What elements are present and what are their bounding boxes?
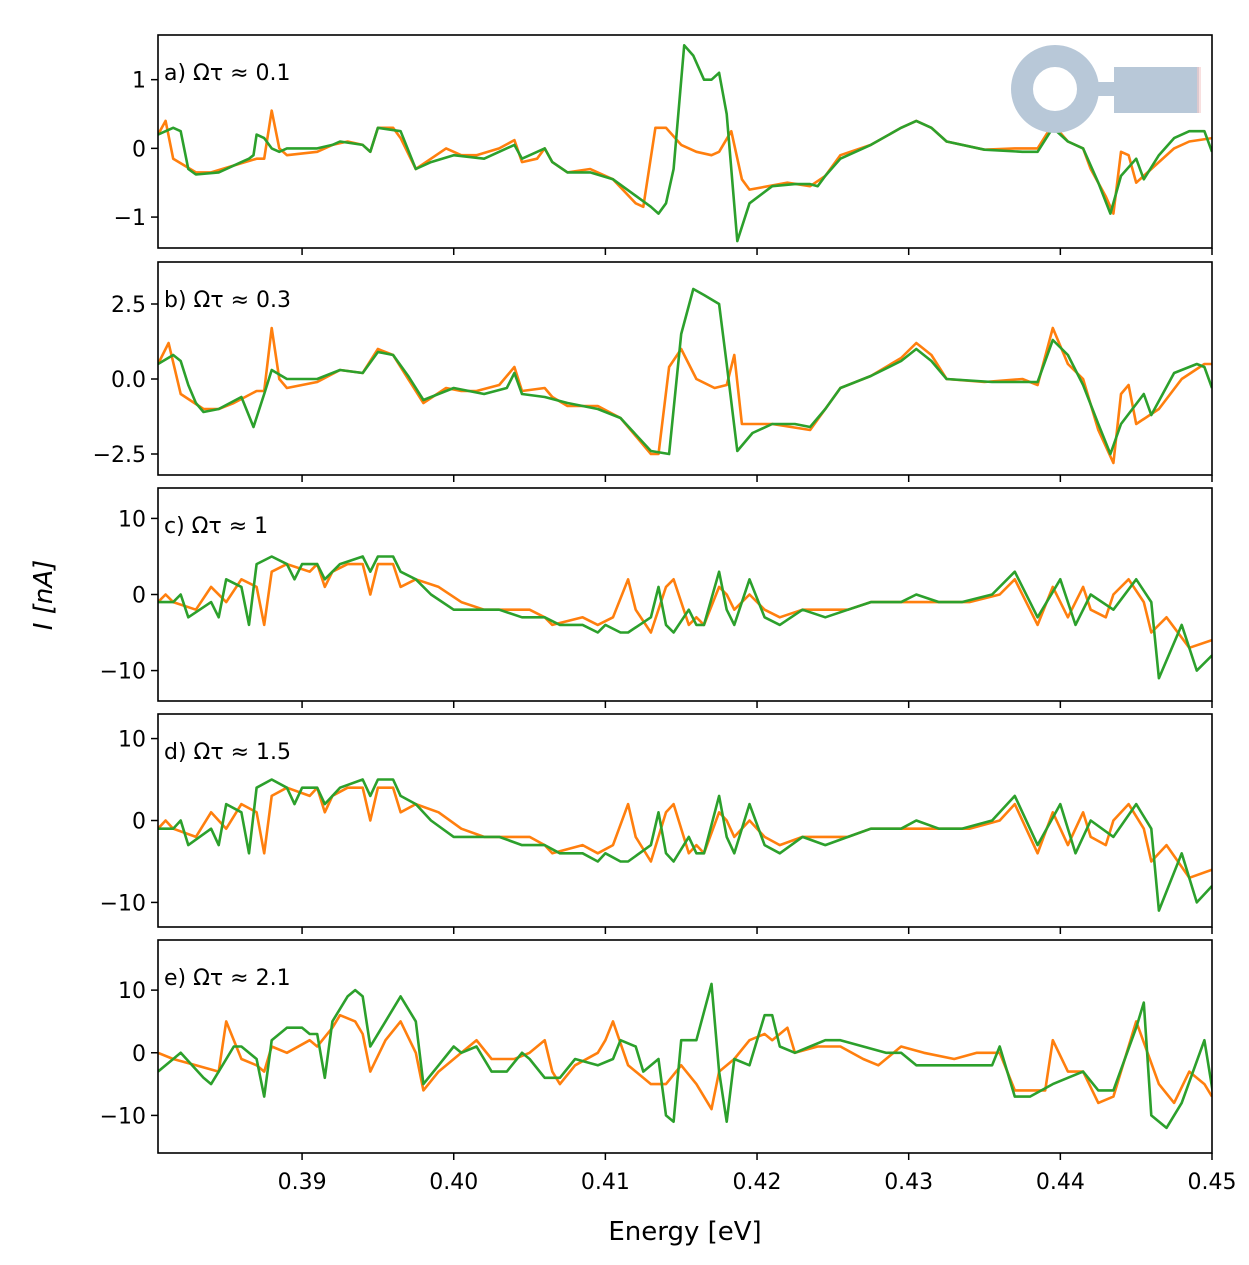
series-line-green: [158, 44, 1212, 243]
y-tick-label: 10: [118, 979, 146, 1004]
y-tick-label: 0: [132, 137, 146, 162]
y-tick-label: 0.0: [111, 368, 146, 393]
panel-label: b) Ωτ ≈ 0.3: [164, 288, 291, 313]
panel-frame: [157, 939, 1213, 1154]
y-tick-label: 2.5: [111, 293, 146, 318]
y-tick-label: 0: [132, 584, 146, 609]
panel-label: e) Ωτ ≈ 2.1: [164, 966, 291, 991]
panel-series: [158, 44, 1212, 243]
panel-series: [158, 982, 1212, 1130]
x-tick-label: 0.41: [581, 1170, 630, 1195]
panels: 10−1a) Ωτ ≈ 0.12.50.0−2.5b) Ωτ ≈ 0.3100−…: [93, 34, 1237, 1195]
y-tick-label: −10: [100, 660, 146, 685]
y-tick-label: −10: [100, 891, 146, 916]
y-tick-label: 0: [132, 1042, 146, 1067]
series-line-orange: [158, 1013, 1212, 1111]
y-axis-title: I [nA]: [29, 560, 59, 630]
x-tick-label: 0.43: [884, 1170, 933, 1195]
panel-series: [158, 778, 1212, 912]
y-tick-label: 10: [118, 507, 146, 532]
x-tick-label: 0.45: [1188, 1170, 1237, 1195]
panel-label: a) Ωτ ≈ 0.1: [164, 61, 291, 86]
panel-b: 2.5 0.0 −2.5 b) Ωτ ≈ 0.3: [93, 261, 1213, 482]
x-tick-label: 0.40: [429, 1170, 478, 1195]
x-tick-label: 0.42: [733, 1170, 782, 1195]
series-line-green: [158, 287, 1212, 456]
panel-series: [158, 555, 1212, 680]
x-tick-label: 0.44: [1036, 1170, 1085, 1195]
panel-a: 1 0 −1 a) Ωτ ≈ 0.1: [114, 34, 1213, 255]
panel-frame: [157, 261, 1213, 476]
panel-frame: [157, 487, 1213, 702]
panel-d: 10 0 −10 d) Ωτ ≈ 1.5: [100, 713, 1213, 934]
panel-label: c) Ωτ ≈ 1: [164, 514, 268, 539]
y-tick-label: −2.5: [93, 443, 146, 468]
panel-series: [158, 287, 1212, 465]
y-tick-label: −10: [100, 1104, 146, 1129]
panel-label: d) Ωτ ≈ 1.5: [164, 740, 291, 765]
series-line-green: [158, 555, 1212, 680]
panel-frame: [157, 713, 1213, 928]
y-tick-label: 1: [132, 69, 146, 94]
y-tick-label: 10: [118, 728, 146, 753]
x-axis-title: Energy [eV]: [608, 1217, 761, 1247]
series-line-orange: [158, 786, 1212, 880]
series-line-orange: [158, 326, 1212, 465]
x-tick-label: 0.39: [278, 1170, 327, 1195]
series-line-orange: [158, 562, 1212, 650]
y-tick-label: 0: [132, 810, 146, 835]
panel-c: 10 0 −10 c) Ωτ ≈ 1: [100, 487, 1213, 708]
panel-e: 10 0 −10 0.39 0.40 0.41 0.42 0.43 0.44 0.45 e) Ωτ …: [100, 939, 1237, 1195]
panel-frame: [157, 34, 1213, 249]
series-line-green: [158, 982, 1212, 1130]
device-inset-image: [1011, 45, 1201, 133]
y-tick-label: −1: [114, 206, 146, 231]
series-line-green: [158, 778, 1212, 912]
